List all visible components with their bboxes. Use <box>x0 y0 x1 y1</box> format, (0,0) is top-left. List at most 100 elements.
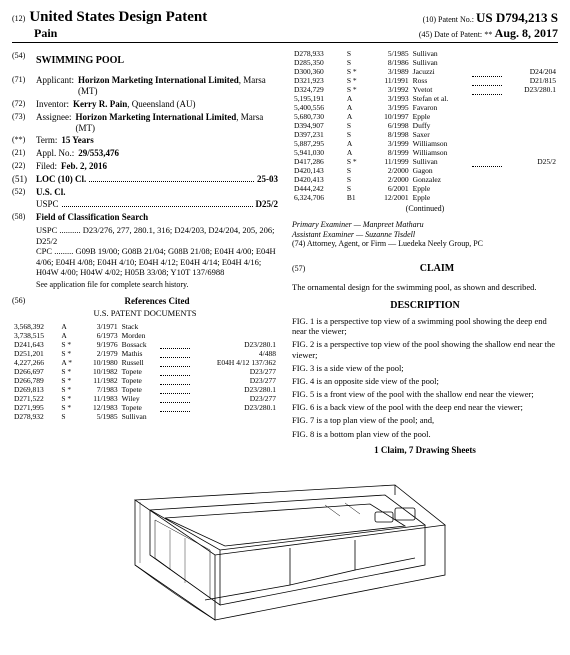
tag-56: (56) <box>12 296 36 307</box>
patent-header: (12) United States Design Patent (10) Pa… <box>12 8 558 43</box>
tag-57: (57) <box>292 264 316 274</box>
ref-row: D241,643S *9/1976BossackD23/280.1 <box>12 340 278 349</box>
refs-table-right: D278,933S5/1985SullivanD285,350S8/1986Su… <box>292 49 558 202</box>
ref-row: D269,813S *7/1983TopeteD23/280.1 <box>12 385 278 394</box>
appl-no: 29/553,476 <box>74 148 278 159</box>
ref-row: D278,932S5/1985Sullivan <box>12 412 278 421</box>
label-inventor: Inventor: <box>36 99 69 110</box>
tag-52: (52) <box>12 187 36 198</box>
right-column: D278,933S5/1985SullivanD285,350S8/1986Su… <box>292 49 558 461</box>
code-10: (10) Patent No.: <box>423 15 474 24</box>
ref-row: 5,195,191A3/1993Stefan et al. <box>292 94 558 103</box>
inventor-loc: , Queensland (AU) <box>127 99 195 109</box>
ref-row: 5,941,030A8/1999Williamson <box>292 148 558 157</box>
cpc-search: CPC ......... G09B 19/00; G08B 21/04; G0… <box>36 246 278 278</box>
uspc-val: D25/2 <box>256 199 279 210</box>
ref-row: D397,231S8/1998Saxer <box>292 130 558 139</box>
description-block: FIG. 1 is a perspective top view of a sw… <box>292 316 558 439</box>
tag-54: (54) <box>12 51 36 73</box>
ref-row: D394,907S6/1998Duffy <box>292 121 558 130</box>
label-loc: LOC (10) Cl. <box>36 174 86 185</box>
term-val: 15 Years <box>57 135 278 146</box>
fig-desc: FIG. 5 is a front view of the pool with … <box>292 389 558 399</box>
invention-title: SWIMMING POOL <box>36 55 124 67</box>
tag-73: (73) <box>12 112 36 134</box>
ref-row: D266,697S *10/1982TopeteD23/277 <box>12 367 278 376</box>
ref-row: D285,350S8/1986Sullivan <box>292 58 558 67</box>
ref-row: D300,360S *3/1989JacuzziD24/204 <box>292 67 558 76</box>
label-filed: Filed: <box>36 161 57 172</box>
pool-svg <box>95 470 475 645</box>
label-assignee: Assignee: <box>36 112 72 134</box>
label-uscl: U.S. Cl. <box>36 187 66 198</box>
dotfill <box>89 175 254 182</box>
label-uspc: USPC <box>36 199 59 210</box>
left-column: (54)SWIMMING POOL (71)Applicant: Horizon … <box>12 49 278 461</box>
patent-number: US D794,213 S <box>476 10 558 25</box>
claim-header: CLAIM <box>316 263 558 275</box>
ref-row: 4,227,266A *10/1980RussellE04H 4/12 137/… <box>12 358 278 367</box>
loc-val: 25-03 <box>257 174 278 185</box>
us-title: United States Design Patent <box>29 8 207 26</box>
claim-text: The ornamental design for the swimming p… <box>292 282 558 292</box>
filed-date: Feb. 2, 2016 <box>57 161 278 172</box>
assignee-name: Horizon Marketing International Limited <box>76 112 237 122</box>
ref-row: D251,201S *2/1979Mathis4/488 <box>12 349 278 358</box>
ref-row: D324,729S *3/1992YvetotD23/280.1 <box>292 85 558 94</box>
inventor-name: Kerry R. Pain <box>73 99 127 109</box>
claims-sheets: 1 Claim, 7 Drawing Sheets <box>292 445 558 456</box>
inventor-surname: Pain <box>34 26 57 40</box>
tag-71: (71) <box>12 75 36 97</box>
ref-row: D321,923S *11/1991RossD21/815 <box>292 76 558 85</box>
description-header: DESCRIPTION <box>292 300 558 312</box>
attorney-agent: (74) Attorney, Agent, or Firm — Luedeka … <box>292 239 558 249</box>
fig-desc: FIG. 1 is a perspective top view of a sw… <box>292 316 558 336</box>
pool-drawing <box>12 470 558 648</box>
ref-row: D417,286S *11/1999SullivanD25/2 <box>292 157 558 166</box>
ref-row: D444,242S6/2001Epple <box>292 184 558 193</box>
two-column-body: (54)SWIMMING POOL (71)Applicant: Horizon … <box>12 49 558 461</box>
label-term: Term: <box>36 135 57 146</box>
us-patent-docs: U.S. PATENT DOCUMENTS <box>12 308 278 318</box>
ref-row: D271,522S *11/1983WileyD23/277 <box>12 394 278 403</box>
ref-row: D420,143S2/2000Gagon <box>292 166 558 175</box>
fig-desc: FIG. 8 is a bottom plan view of the pool… <box>292 429 558 439</box>
primary-examiner: Primary Examiner — Manpreet Matharu <box>292 220 424 229</box>
tag-51: (51) <box>12 174 36 185</box>
continued: (Continued) <box>292 204 558 214</box>
label-fcs: Field of Classification Search <box>36 212 148 223</box>
ref-row: 6,324,706B112/2001Epple <box>292 193 558 202</box>
ref-row: D266,789S *11/1982TopeteD23/277 <box>12 376 278 385</box>
ref-row: D271,995S *12/1983TopeteD23/280.1 <box>12 403 278 412</box>
label-appl: Appl. No.: <box>36 148 74 159</box>
ref-row: D278,933S5/1985Sullivan <box>292 49 558 58</box>
stars: ** <box>484 30 492 39</box>
ref-row: 5,680,730A10/1997Epple <box>292 112 558 121</box>
ref-row: 3,738,515A6/1973Morden <box>12 331 278 340</box>
see-app-file: See application file for complete search… <box>36 280 278 290</box>
fig-desc: FIG. 2 is a perspective top view of the … <box>292 339 558 359</box>
ref-row: 5,400,556A3/1995Favaron <box>292 103 558 112</box>
fig-desc: FIG. 6 is a back view of the pool with t… <box>292 402 558 412</box>
ref-row: D420,413S2/2000Gonzalez <box>292 175 558 184</box>
refs-cited: References Cited <box>36 296 278 307</box>
tag-22: (22) <box>12 161 36 172</box>
fig-desc: FIG. 4 is an opposite side view of the p… <box>292 376 558 386</box>
fig-desc: FIG. 3 is a side view of the pool; <box>292 363 558 373</box>
fig-desc: FIG. 7 is a top plan view of the pool; a… <box>292 415 558 425</box>
uspc-search: USPC .......... D23/276, 277, 280.1, 316… <box>36 225 278 246</box>
tag-term: (**) <box>12 135 36 146</box>
code-12: (12) <box>12 14 25 24</box>
patent-date: Aug. 8, 2017 <box>495 26 558 40</box>
tag-58: (58) <box>12 212 36 223</box>
tag-21: (21) <box>12 148 36 159</box>
code-45: (45) Date of Patent: <box>419 30 482 39</box>
dotfill <box>62 200 253 207</box>
tag-72: (72) <box>12 99 36 110</box>
ref-row: 3,568,392A3/1971Stack <box>12 322 278 331</box>
ref-row: 5,887,295A3/1999Williamson <box>292 139 558 148</box>
assistant-examiner: Assistant Examiner — Suzanne Tisdell <box>292 230 415 239</box>
applicant-name: Horizon Marketing International Limited <box>78 75 239 85</box>
refs-table-left: 3,568,392A3/1971Stack3,738,515A6/1973Mor… <box>12 322 278 421</box>
label-applicant: Applicant: <box>36 75 74 97</box>
